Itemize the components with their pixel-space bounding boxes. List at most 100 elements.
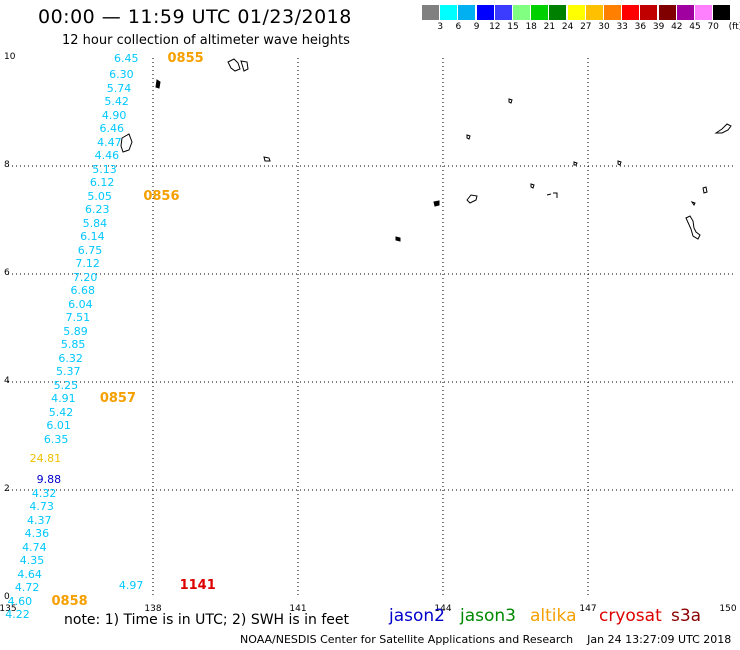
- wave-height-value: 5.42: [48, 405, 74, 419]
- island: [702, 186, 708, 194]
- wave-height-value: 4.36: [24, 527, 50, 541]
- scale-swatch: [458, 5, 476, 20]
- wave-height-value: 4.90: [101, 108, 127, 122]
- island: [466, 134, 471, 140]
- lon-label: 141: [289, 604, 307, 614]
- wave-height-value: 4.72: [14, 581, 40, 595]
- wave-height-value: 4.22: [5, 608, 30, 622]
- wave-height-value: 5.25: [53, 378, 79, 392]
- wave-height-value: 4.64: [17, 567, 42, 581]
- wave-height-value: 5.89: [63, 324, 88, 338]
- island: [508, 98, 513, 104]
- lat-label: 0: [4, 592, 10, 602]
- scale-label: 42: [671, 22, 683, 32]
- lon-label: 150: [719, 604, 737, 614]
- wave-height-value: 6.32: [58, 351, 83, 365]
- island: [263, 156, 271, 162]
- wave-height-value: 4.91: [51, 392, 76, 406]
- scale-swatch: [604, 5, 621, 20]
- wave-height-value: 6.46: [99, 122, 125, 136]
- wave-height-value: 7.51: [65, 311, 91, 325]
- wave-height-value: 6.75: [77, 243, 103, 257]
- wave-height-value: 4.47: [97, 135, 122, 149]
- scale-label: 15: [507, 22, 519, 32]
- wave-height-value: 4.37: [27, 513, 52, 527]
- wave-height-value: 6.12: [89, 176, 115, 190]
- scale-swatch: [476, 5, 494, 20]
- wave-height-value: 5.13: [92, 162, 117, 176]
- scale-swatch: [531, 5, 549, 20]
- island: [466, 194, 478, 204]
- wave-height-value: 5.84: [82, 216, 108, 230]
- scale-label: 36: [634, 22, 647, 32]
- time-label: 0857: [99, 391, 137, 407]
- wave-height-value: 4.74: [22, 540, 47, 554]
- lat-label: 2: [4, 484, 10, 494]
- chart-subtitle: 12 hour collection of altimeter wave hei…: [62, 33, 350, 48]
- scale-label: 12: [489, 22, 501, 32]
- scale-label: 39: [652, 22, 665, 32]
- scale-swatch: [622, 5, 640, 20]
- legend-jason3: jason3: [460, 606, 516, 626]
- wave-height-value: 4.97: [118, 578, 144, 592]
- grid-lines: [8, 58, 733, 598]
- scale-swatch: [676, 5, 694, 20]
- legend-s3a: s3a: [671, 606, 702, 626]
- scale-label: 24: [561, 22, 574, 32]
- time-label: 0858: [51, 593, 88, 609]
- lat-label: 6: [4, 268, 10, 278]
- scale-swatch: [513, 5, 530, 20]
- legend-altika: altika: [530, 606, 577, 626]
- island-outlines: [120, 58, 732, 242]
- scale-label: 18: [525, 22, 537, 32]
- wave-height-value: 6.04: [68, 297, 93, 311]
- scale-label: 3: [437, 22, 444, 32]
- scale-label: 9: [473, 22, 480, 32]
- scale-label: 21: [543, 22, 556, 32]
- wave-height-value: 6.14: [80, 230, 105, 244]
- scale-swatch: [422, 5, 439, 20]
- island: [617, 160, 622, 166]
- scale-unit: (ft): [728, 22, 740, 32]
- time-label: 0855: [167, 51, 204, 66]
- scale-label: 30: [598, 22, 610, 32]
- lon-label: 135: [0, 604, 17, 614]
- lon-label: 147: [579, 604, 597, 614]
- scale-swatch: [658, 5, 676, 20]
- scale-swatch: [567, 5, 585, 20]
- scale-swatch: [640, 5, 658, 20]
- lat-label: 8: [4, 160, 10, 170]
- island: [433, 200, 440, 207]
- wave-height-value: 4.73: [29, 500, 54, 514]
- wave-height-value: 9.88: [36, 473, 62, 487]
- island: [240, 60, 249, 72]
- scale-label: 6: [455, 22, 462, 32]
- wave-height-value: 4.32: [31, 486, 57, 500]
- scale-swatch: [440, 5, 458, 20]
- island: [573, 161, 578, 166]
- wave-height-value: 7.20: [72, 270, 98, 284]
- scale-swatch: [494, 5, 512, 20]
- island: [685, 215, 701, 240]
- wave-height-value: 5.74: [106, 81, 132, 95]
- time-label: 0856: [143, 188, 180, 204]
- scale-swatch: [695, 5, 712, 20]
- island: [120, 133, 133, 153]
- wave-height-value: 5.42: [104, 95, 129, 109]
- time-label: 1141: [179, 577, 216, 593]
- wave-height-value: 4.46: [94, 149, 120, 163]
- scale-swatch: [713, 5, 731, 20]
- lat-label: 4: [4, 376, 10, 386]
- legend-cryosat: cryosat: [599, 606, 662, 626]
- wave-height-value: 4.60: [7, 594, 33, 608]
- wave-height-value: 6.01: [46, 419, 71, 433]
- lat-label: 10: [4, 52, 16, 62]
- wave-height-value: 6.68: [70, 284, 96, 298]
- island: [530, 183, 535, 189]
- lon-label: 144: [434, 604, 452, 614]
- island: [690, 201, 696, 206]
- island: [395, 236, 401, 242]
- wave-height-value: 5.37: [56, 365, 81, 379]
- scale-label: 70: [707, 22, 719, 32]
